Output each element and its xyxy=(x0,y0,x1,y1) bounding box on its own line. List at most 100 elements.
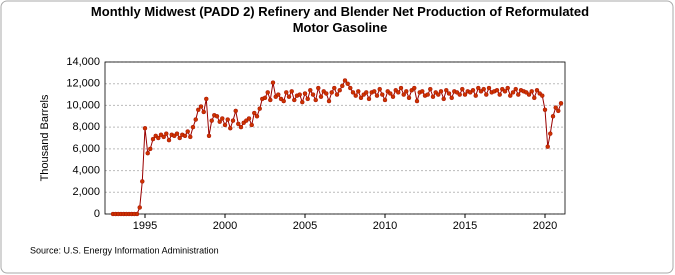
marker xyxy=(430,94,436,99)
y-tick-label: 4,000 xyxy=(72,164,100,176)
marker xyxy=(318,94,324,99)
marker xyxy=(372,89,377,94)
marker xyxy=(377,86,382,92)
marker xyxy=(420,89,425,94)
marker xyxy=(441,96,446,102)
marker xyxy=(505,85,510,91)
y-tick-label: 8,000 xyxy=(72,121,100,133)
marker xyxy=(350,90,356,95)
plot-border xyxy=(104,61,566,215)
marker xyxy=(462,92,468,97)
marker xyxy=(380,92,385,97)
y-tick-label: 2,000 xyxy=(72,186,100,198)
marker xyxy=(209,118,214,123)
x-tick-label: 2015 xyxy=(453,220,477,232)
marker xyxy=(286,94,292,99)
marker xyxy=(526,92,532,97)
marker xyxy=(484,92,489,97)
marker xyxy=(236,121,241,127)
marker xyxy=(425,92,430,97)
marker xyxy=(532,95,537,101)
marker xyxy=(340,83,345,89)
marker xyxy=(364,90,369,95)
marker xyxy=(476,85,481,91)
marker xyxy=(310,92,316,97)
marker xyxy=(473,93,478,98)
marker xyxy=(190,124,196,130)
marker xyxy=(556,108,561,114)
marker xyxy=(329,90,334,95)
marker xyxy=(289,89,294,94)
marker xyxy=(494,88,500,93)
x-tick-label: 1995 xyxy=(133,220,157,232)
marker xyxy=(196,107,201,112)
marker xyxy=(356,89,361,94)
marker xyxy=(230,118,236,123)
marker xyxy=(198,104,204,109)
marker xyxy=(401,92,406,97)
marker xyxy=(337,88,342,93)
marker xyxy=(150,136,156,142)
marker xyxy=(174,131,180,136)
marker xyxy=(513,86,518,92)
marker xyxy=(334,92,340,97)
marker xyxy=(246,116,252,121)
marker xyxy=(486,85,492,91)
marker xyxy=(324,91,329,96)
marker xyxy=(222,122,228,128)
marker xyxy=(262,95,268,101)
marker xyxy=(204,96,209,102)
marker xyxy=(297,92,302,97)
marker xyxy=(265,90,270,95)
marker xyxy=(201,109,206,115)
marker xyxy=(300,99,305,105)
marker xyxy=(220,116,225,121)
marker xyxy=(254,114,260,119)
marker xyxy=(374,93,380,98)
marker xyxy=(388,91,393,96)
marker xyxy=(396,90,401,95)
y-tick-label: 0 xyxy=(94,208,100,220)
x-tick-label: 2010 xyxy=(373,220,397,232)
marker xyxy=(308,88,313,93)
marker xyxy=(185,129,190,134)
marker xyxy=(161,134,166,140)
marker xyxy=(166,137,172,143)
marker xyxy=(550,114,556,119)
marker xyxy=(268,97,273,103)
marker xyxy=(270,80,276,85)
marker xyxy=(228,126,233,131)
marker xyxy=(398,85,404,91)
marker xyxy=(142,126,148,131)
marker xyxy=(345,81,350,86)
marker xyxy=(134,211,140,217)
marker xyxy=(332,85,337,91)
marker xyxy=(428,86,433,92)
marker xyxy=(457,92,462,97)
marker xyxy=(548,131,553,136)
marker xyxy=(545,144,550,149)
marker xyxy=(177,135,182,141)
marker xyxy=(238,124,244,130)
marker xyxy=(249,122,254,128)
marker xyxy=(516,92,521,97)
marker xyxy=(313,97,318,103)
marker xyxy=(358,95,364,101)
marker xyxy=(436,92,441,97)
marker xyxy=(326,98,332,104)
marker xyxy=(302,91,308,96)
y-tick-label: 6,000 xyxy=(72,143,100,155)
marker xyxy=(348,85,353,91)
marker xyxy=(353,93,358,98)
marker xyxy=(193,117,198,122)
marker xyxy=(366,96,372,102)
marker xyxy=(414,98,420,104)
marker xyxy=(438,89,444,94)
source: Source: U.S. Energy Information Administ… xyxy=(30,245,219,255)
chart-title: Monthly Midwest (PADD 2) Refinery and Bl… xyxy=(90,4,590,35)
marker xyxy=(540,93,545,98)
marker xyxy=(252,110,257,116)
marker xyxy=(284,90,289,95)
marker xyxy=(145,150,150,156)
